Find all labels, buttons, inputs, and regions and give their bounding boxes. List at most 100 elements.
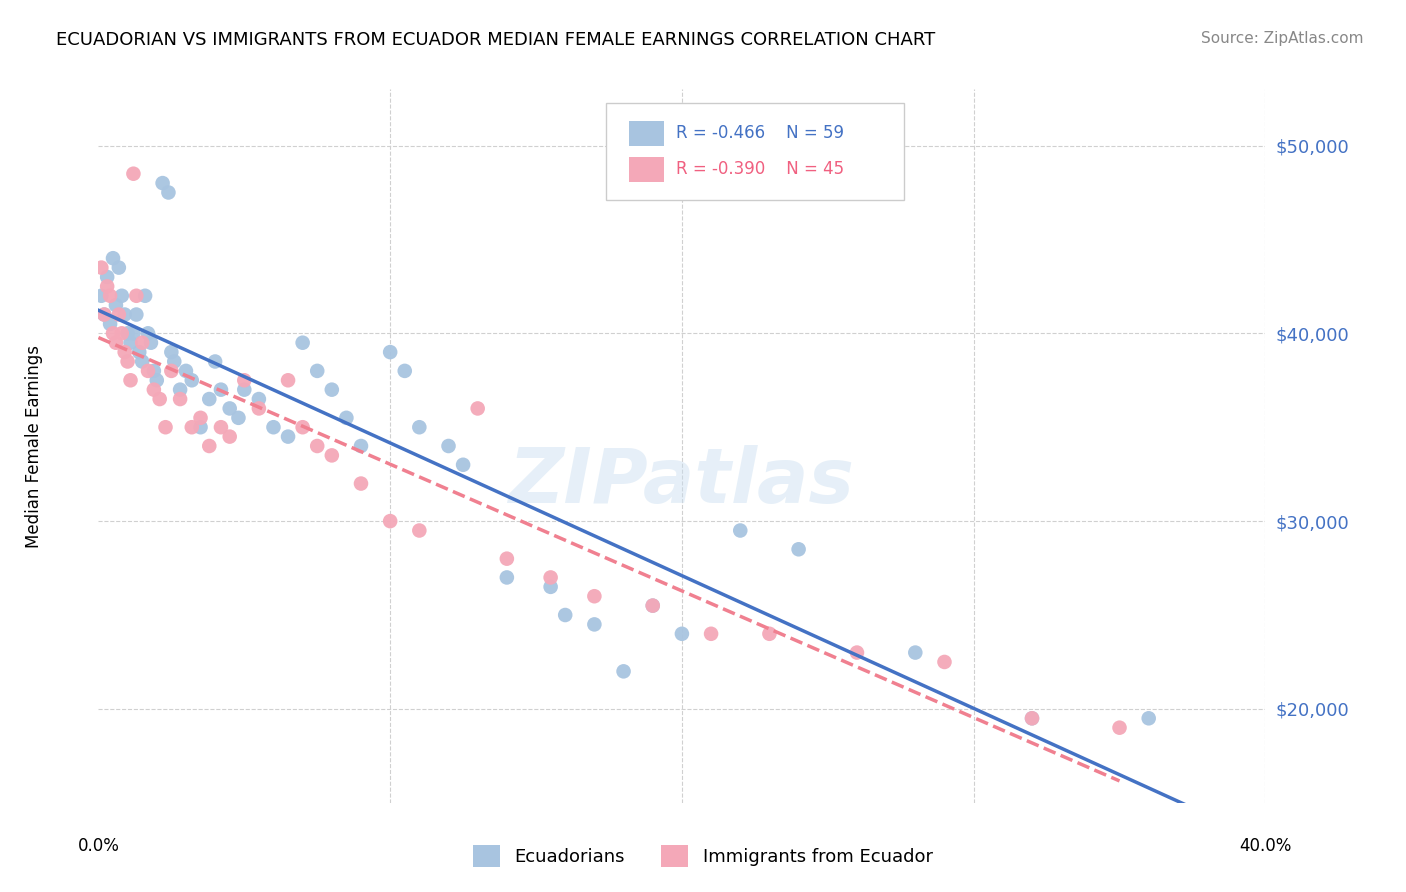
Point — [169, 392, 191, 406]
Point — [247, 401, 270, 416]
Point — [136, 364, 159, 378]
FancyBboxPatch shape — [630, 121, 665, 146]
Point — [131, 354, 153, 368]
Point — [218, 429, 240, 443]
Point — [467, 401, 489, 416]
Text: 40.0%: 40.0% — [1239, 837, 1292, 855]
FancyBboxPatch shape — [606, 103, 904, 200]
Point — [136, 326, 159, 341]
Point — [157, 186, 180, 200]
Point — [758, 627, 780, 641]
Point — [787, 542, 810, 557]
Point — [291, 420, 314, 434]
Point — [169, 383, 191, 397]
Point — [90, 260, 112, 275]
Point — [174, 364, 197, 378]
Point — [98, 317, 121, 331]
Point — [134, 289, 156, 303]
Point — [437, 439, 460, 453]
Point — [142, 383, 165, 397]
Point — [96, 279, 118, 293]
Point — [394, 364, 416, 378]
Point — [321, 383, 343, 397]
Point — [142, 364, 165, 378]
Point — [934, 655, 956, 669]
Point — [277, 373, 299, 387]
Point — [180, 420, 202, 434]
Text: Median Female Earnings: Median Female Earnings — [25, 344, 44, 548]
Text: ECUADORIAN VS IMMIGRANTS FROM ECUADOR MEDIAN FEMALE EARNINGS CORRELATION CHART: ECUADORIAN VS IMMIGRANTS FROM ECUADOR ME… — [56, 31, 935, 49]
Point — [117, 354, 139, 368]
Point — [247, 392, 270, 406]
Point — [540, 570, 562, 584]
Point — [262, 420, 284, 434]
Text: Source: ZipAtlas.com: Source: ZipAtlas.com — [1201, 31, 1364, 46]
Text: ZIPatlas: ZIPatlas — [509, 445, 855, 518]
Text: 0.0%: 0.0% — [77, 837, 120, 855]
Point — [335, 410, 357, 425]
Point — [495, 570, 517, 584]
Point — [98, 289, 121, 303]
Point — [152, 176, 174, 190]
Text: R = -0.466    N = 59: R = -0.466 N = 59 — [676, 125, 844, 143]
Text: R = -0.390    N = 45: R = -0.390 N = 45 — [676, 161, 844, 178]
Point — [114, 308, 136, 322]
Point — [90, 289, 112, 303]
Point — [408, 420, 430, 434]
Point — [845, 646, 868, 660]
Point — [408, 524, 430, 538]
Point — [350, 476, 373, 491]
Point — [104, 335, 127, 350]
Point — [108, 308, 131, 322]
Point — [163, 354, 186, 368]
Point — [1137, 711, 1160, 725]
Point — [307, 364, 329, 378]
Point — [307, 439, 329, 453]
Point — [641, 599, 664, 613]
Point — [93, 308, 115, 322]
Point — [104, 298, 127, 312]
Point — [149, 392, 172, 406]
Point — [321, 449, 343, 463]
Point — [131, 335, 153, 350]
Point — [700, 627, 723, 641]
Point — [291, 335, 314, 350]
Point — [378, 514, 402, 528]
Point — [1021, 711, 1043, 725]
Point — [122, 167, 145, 181]
Point — [96, 270, 118, 285]
Point — [209, 420, 232, 434]
Point — [671, 627, 693, 641]
Point — [101, 326, 124, 341]
Point — [120, 335, 142, 350]
Point — [101, 251, 124, 265]
Point — [117, 326, 139, 341]
Point — [198, 439, 221, 453]
Point — [93, 308, 115, 322]
Point — [451, 458, 474, 472]
Legend: Ecuadorians, Immigrants from Ecuador: Ecuadorians, Immigrants from Ecuador — [465, 838, 941, 874]
Point — [122, 326, 145, 341]
Point — [540, 580, 562, 594]
Point — [146, 373, 169, 387]
Point — [1108, 721, 1130, 735]
Point — [204, 354, 226, 368]
Point — [111, 326, 134, 341]
FancyBboxPatch shape — [630, 157, 665, 182]
Point — [641, 599, 664, 613]
Point — [160, 345, 183, 359]
Point — [350, 439, 373, 453]
Point — [495, 551, 517, 566]
Point — [155, 420, 177, 434]
Point — [233, 383, 256, 397]
Point — [612, 665, 634, 679]
Point — [120, 373, 142, 387]
Point — [190, 410, 212, 425]
Point — [583, 617, 606, 632]
Point — [277, 429, 299, 443]
Point — [209, 383, 232, 397]
Point — [108, 260, 131, 275]
Point — [218, 401, 240, 416]
Point — [228, 410, 250, 425]
Point — [554, 607, 576, 622]
